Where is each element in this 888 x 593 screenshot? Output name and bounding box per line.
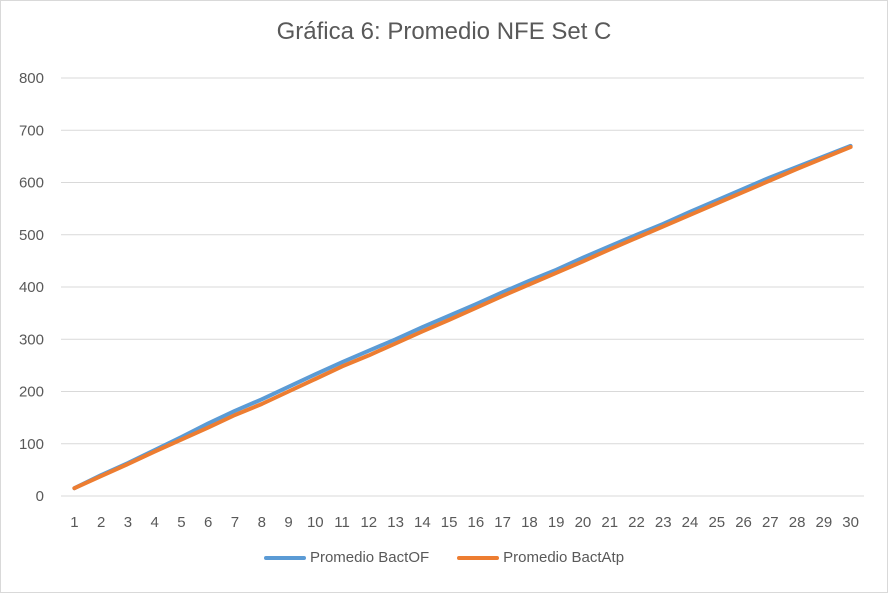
y-tick-label: 600 [19, 175, 44, 192]
legend-item: Promedio BactAtp [457, 549, 624, 566]
x-tick-label: 24 [682, 514, 699, 531]
x-tick-label: 14 [414, 514, 431, 531]
x-tick-label: 29 [816, 514, 833, 531]
x-tick-label: 22 [628, 514, 645, 531]
y-tick-label: 800 [19, 70, 44, 87]
x-tick-label: 13 [387, 514, 404, 531]
x-tick-label: 23 [655, 514, 672, 531]
y-tick-label: 500 [19, 227, 44, 244]
x-tick-label: 17 [494, 514, 511, 531]
x-tick-label: 18 [521, 514, 538, 531]
legend-label: Promedio BactOF [309, 549, 430, 566]
chart-title: Gráfica 6: Promedio NFE Set C [276, 18, 612, 45]
x-tick-label: 7 [231, 514, 239, 531]
x-tick-label: 20 [575, 514, 592, 531]
x-tick-label: 9 [284, 514, 292, 531]
x-tick-label: 19 [548, 514, 565, 531]
x-tick-label: 6 [204, 514, 212, 531]
x-tick-label: 27 [762, 514, 779, 531]
x-tick-label: 12 [360, 514, 377, 531]
y-tick-label: 700 [19, 122, 44, 139]
x-tick-label: 3 [124, 514, 132, 531]
x-tick-label: 1 [70, 514, 78, 531]
x-tick-label: 8 [258, 514, 266, 531]
legend-swatch [457, 555, 500, 560]
x-tick-label: 10 [307, 514, 324, 531]
y-tick-label: 400 [19, 279, 44, 296]
x-tick-label: 25 [708, 514, 725, 531]
x-tick-label: 28 [789, 514, 806, 531]
legend-item: Promedio BactOF [263, 549, 430, 566]
chart-legend: Promedio BactOF Promedio BactAtp [0, 549, 888, 566]
x-tick-label: 2 [97, 514, 105, 531]
y-tick-label: 200 [19, 384, 44, 401]
y-tick-label: 300 [19, 331, 44, 348]
x-tick-label: 26 [735, 514, 752, 531]
series-line-promedio-bactof [72, 143, 853, 491]
series-line-promedio-bactatp [72, 145, 853, 491]
legend-swatch [263, 555, 306, 560]
x-tick-label: 5 [177, 514, 185, 531]
y-tick-label: 100 [19, 436, 44, 453]
x-tick-label: 15 [441, 514, 458, 531]
x-tick-label: 16 [468, 514, 485, 531]
y-tick-label: 0 [36, 488, 44, 505]
x-tick-label: 4 [151, 514, 159, 531]
x-tick-label: 11 [334, 514, 350, 531]
x-tick-label: 21 [601, 514, 618, 531]
legend-label: Promedio BactAtp [503, 549, 625, 566]
x-tick-label: 30 [842, 514, 859, 531]
